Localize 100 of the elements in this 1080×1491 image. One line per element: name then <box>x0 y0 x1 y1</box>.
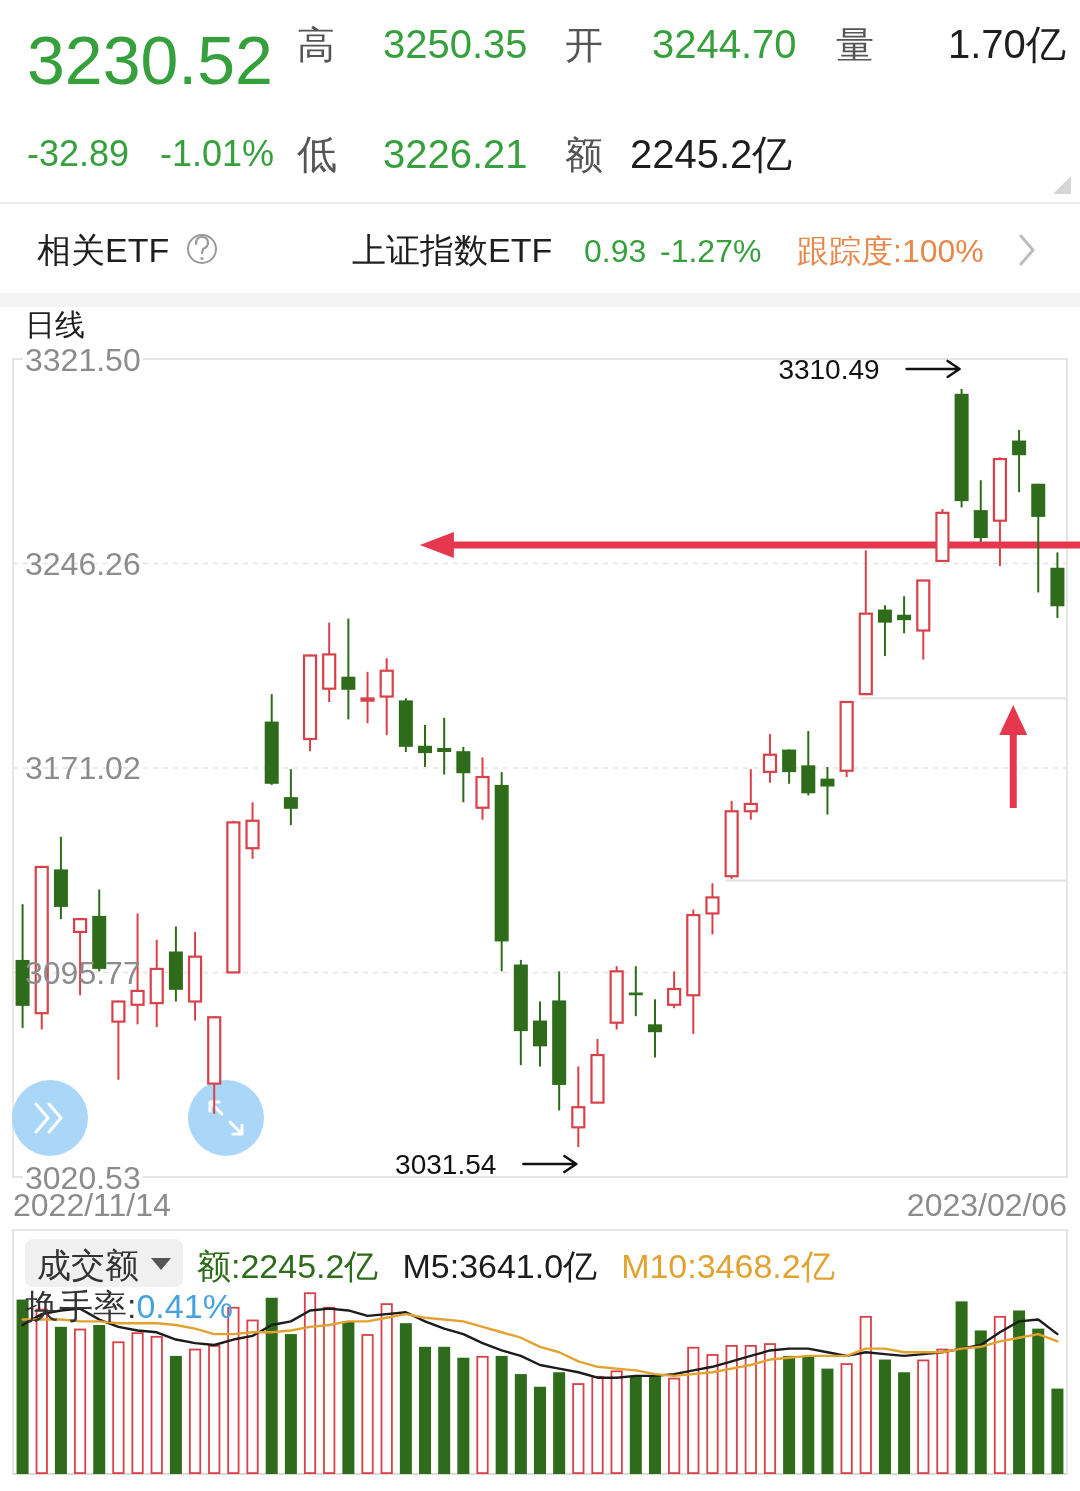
annotation: 3310.49 <box>778 353 880 385</box>
bar <box>706 1354 719 1474</box>
candlestick <box>762 733 778 784</box>
bar <box>342 1321 355 1474</box>
text: 3250.35 <box>383 22 528 66</box>
y-tick-label: 3246.26 <box>25 545 141 582</box>
bar <box>399 1323 412 1474</box>
bar <box>303 1292 317 1474</box>
bar <box>821 1368 834 1474</box>
bar <box>955 1301 968 1475</box>
bar <box>534 1386 546 1474</box>
candlestick <box>456 745 471 804</box>
bar <box>629 1375 642 1474</box>
series-label: M5:3641.0亿 <box>402 1247 598 1285</box>
bar <box>1013 1310 1026 1474</box>
candlestick <box>897 595 912 635</box>
bar <box>361 1334 374 1474</box>
text: 高 <box>297 24 335 66</box>
candlestick <box>437 716 452 776</box>
bar <box>208 1344 221 1474</box>
bar <box>744 1344 757 1474</box>
bar <box>917 1359 930 1474</box>
text: 2023/02/06 <box>906 1187 1067 1223</box>
candlestick <box>283 768 298 827</box>
candlestick <box>418 723 433 768</box>
bar <box>380 1303 393 1474</box>
bar <box>725 1344 738 1474</box>
text: 额 <box>565 134 603 176</box>
text: 3230.52 <box>27 22 273 98</box>
candlestick <box>571 1065 586 1149</box>
candlestick <box>877 604 892 658</box>
text: 低 <box>297 132 337 176</box>
bar <box>284 1334 297 1474</box>
candlestick <box>705 882 720 936</box>
text: 上证指数ETF <box>352 231 553 269</box>
annotation: 3031.54 <box>395 1149 497 1181</box>
bar <box>323 1306 336 1474</box>
chart-title: 成交额 <box>37 1246 139 1284</box>
text: -1.27% <box>660 233 762 269</box>
candlestick <box>341 617 356 721</box>
bar <box>859 1315 872 1474</box>
bar <box>936 1348 949 1474</box>
bar <box>687 1346 700 1474</box>
bar <box>553 1372 566 1474</box>
chart-title: 日线 <box>25 308 85 341</box>
text: 2245.2亿 <box>630 132 793 176</box>
candlestick <box>782 748 797 785</box>
candlestick <box>360 670 375 725</box>
candlestick <box>647 998 662 1059</box>
bar <box>878 1359 891 1474</box>
text: 3226.21 <box>383 132 528 176</box>
bar <box>974 1330 987 1474</box>
bar <box>169 1355 182 1475</box>
text: 量 <box>836 24 874 66</box>
bar <box>572 1383 585 1474</box>
bar <box>763 1343 777 1474</box>
text: 开 <box>565 24 603 66</box>
bar <box>898 1372 911 1474</box>
text: -1.01% <box>160 133 275 174</box>
bar <box>591 1375 604 1474</box>
bar <box>495 1355 508 1475</box>
candlestick <box>111 999 126 1081</box>
y-tick-label: 3321.50 <box>25 341 141 378</box>
candlestick <box>1012 428 1027 494</box>
text: M10:3468.2亿 <box>621 1247 835 1285</box>
bar <box>265 1297 278 1474</box>
text: 跟踪度:100% <box>797 233 984 269</box>
bar <box>419 1346 432 1474</box>
bar <box>246 1319 259 1474</box>
bar <box>802 1355 815 1475</box>
candlestick <box>667 970 682 1010</box>
bar <box>783 1355 796 1475</box>
bar <box>54 1326 67 1474</box>
bar <box>73 1328 87 1474</box>
candlestick <box>743 768 758 821</box>
annotation: 0.41% <box>136 1287 233 1325</box>
bar <box>993 1315 1007 1474</box>
bar <box>840 1363 853 1474</box>
bar <box>1051 1388 1064 1474</box>
bar <box>188 1348 202 1474</box>
bar <box>150 1335 163 1474</box>
series-label: 额:2245.2亿 <box>197 1247 379 1285</box>
text: 0.93 <box>584 233 647 269</box>
text: 相关ETF <box>37 231 170 269</box>
bar <box>438 1346 451 1474</box>
bar <box>476 1355 489 1475</box>
text: -32.89 <box>27 133 130 174</box>
y-tick-label: 3171.02 <box>25 750 141 787</box>
bar <box>668 1377 681 1474</box>
bar <box>610 1370 623 1474</box>
bar <box>1032 1328 1045 1474</box>
bar <box>93 1325 106 1474</box>
bar <box>131 1332 144 1474</box>
text: 1.70亿 <box>948 22 1066 66</box>
bar <box>648 1375 661 1474</box>
bar <box>514 1374 527 1474</box>
bar <box>457 1357 470 1474</box>
text: 3244.70 <box>652 22 797 66</box>
candlestick <box>820 765 835 816</box>
bar <box>112 1341 125 1474</box>
